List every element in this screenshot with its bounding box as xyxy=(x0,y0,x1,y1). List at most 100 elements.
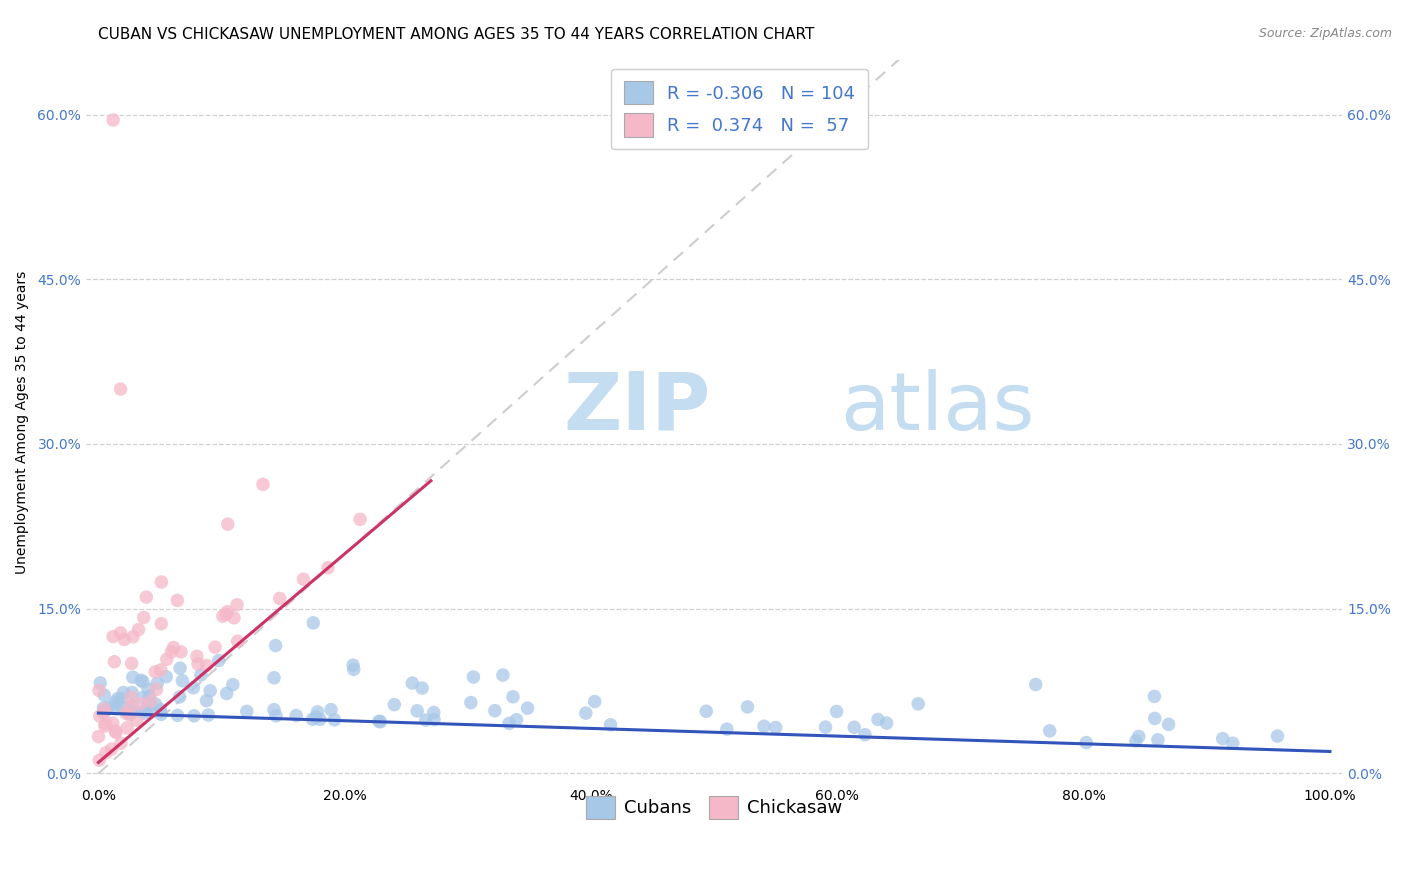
Chickasaw xyxy=(115,706,138,721)
Chickasaw xyxy=(316,560,339,574)
Cubans xyxy=(138,689,160,703)
Cubans xyxy=(97,700,120,714)
Cubans xyxy=(423,713,446,727)
Cubans xyxy=(169,661,191,675)
Chickasaw xyxy=(104,725,127,739)
Cubans xyxy=(190,668,212,682)
Cubans xyxy=(695,704,717,718)
Cubans xyxy=(583,694,606,708)
Cubans xyxy=(145,697,167,711)
Chickasaw xyxy=(103,655,125,669)
Cubans xyxy=(301,712,323,726)
Cubans xyxy=(121,698,143,713)
Cubans xyxy=(195,693,218,707)
Cubans xyxy=(716,722,738,736)
Chickasaw xyxy=(195,658,218,673)
Chickasaw xyxy=(110,382,132,396)
Chickasaw xyxy=(156,652,179,666)
Cubans xyxy=(166,708,188,723)
Cubans xyxy=(134,703,156,717)
Chickasaw xyxy=(160,645,183,659)
Cubans xyxy=(1222,736,1244,750)
Cubans xyxy=(1157,717,1180,731)
Cubans xyxy=(814,720,837,734)
Chickasaw xyxy=(110,626,132,640)
Cubans xyxy=(200,683,222,698)
Chickasaw xyxy=(150,574,173,589)
Chickasaw xyxy=(87,683,110,698)
Chickasaw xyxy=(269,591,291,606)
Text: Source: ZipAtlas.com: Source: ZipAtlas.com xyxy=(1258,27,1392,40)
Cubans xyxy=(132,706,155,721)
Chickasaw xyxy=(135,590,157,604)
Cubans xyxy=(319,703,342,717)
Chickasaw xyxy=(226,634,249,648)
Chickasaw xyxy=(139,694,162,708)
Chickasaw xyxy=(94,746,117,760)
Cubans xyxy=(907,697,929,711)
Chickasaw xyxy=(104,724,127,739)
Cubans xyxy=(765,721,787,735)
Cubans xyxy=(302,615,325,630)
Chickasaw xyxy=(93,706,115,721)
Cubans xyxy=(599,718,621,732)
Chickasaw xyxy=(110,736,132,750)
Cubans xyxy=(370,714,392,729)
Chickasaw xyxy=(87,730,110,744)
Cubans xyxy=(737,699,759,714)
Cubans xyxy=(752,719,775,733)
Cubans xyxy=(104,695,127,709)
Chickasaw xyxy=(226,598,249,612)
Text: CUBAN VS CHICKASAW UNEMPLOYMENT AMONG AGES 35 TO 44 YEARS CORRELATION CHART: CUBAN VS CHICKASAW UNEMPLOYMENT AMONG AG… xyxy=(98,27,815,42)
Cubans xyxy=(343,662,366,676)
Chickasaw xyxy=(120,690,142,705)
Cubans xyxy=(121,685,143,699)
Cubans xyxy=(406,704,429,718)
Chickasaw xyxy=(100,742,122,756)
Chickasaw xyxy=(89,709,111,723)
Cubans xyxy=(111,700,134,714)
Cubans xyxy=(492,668,515,682)
Chickasaw xyxy=(89,753,111,767)
Cubans xyxy=(853,728,876,742)
Cubans xyxy=(1025,677,1047,691)
Cubans xyxy=(844,720,866,734)
Chickasaw xyxy=(162,640,184,655)
Cubans xyxy=(236,705,259,719)
Cubans xyxy=(866,713,889,727)
Cubans xyxy=(172,673,194,688)
Chickasaw xyxy=(215,607,238,622)
Chickasaw xyxy=(101,113,124,128)
Cubans xyxy=(112,685,135,699)
Cubans xyxy=(575,706,598,720)
Cubans xyxy=(264,708,287,723)
Chickasaw xyxy=(122,630,145,644)
Cubans xyxy=(183,708,205,723)
Chickasaw xyxy=(149,663,172,677)
Cubans xyxy=(876,716,898,731)
Chickasaw xyxy=(292,572,315,586)
Cubans xyxy=(121,670,143,684)
Chickasaw xyxy=(101,630,124,644)
Cubans xyxy=(367,714,389,729)
Chickasaw xyxy=(217,517,239,532)
Cubans xyxy=(132,690,155,705)
Chickasaw xyxy=(112,632,135,647)
Chickasaw xyxy=(217,605,239,619)
Cubans xyxy=(263,703,285,717)
Cubans xyxy=(1147,732,1170,747)
Cubans xyxy=(1143,711,1166,725)
Cubans xyxy=(502,690,524,704)
Cubans xyxy=(484,704,506,718)
Chickasaw xyxy=(186,649,208,664)
Cubans xyxy=(110,691,132,706)
Legend: Cubans, Chickasaw: Cubans, Chickasaw xyxy=(579,789,849,826)
Cubans xyxy=(107,691,129,706)
Chickasaw xyxy=(150,616,173,631)
Chickasaw xyxy=(349,512,371,526)
Cubans xyxy=(307,705,329,719)
Cubans xyxy=(93,701,115,715)
Chickasaw xyxy=(93,719,115,733)
Cubans xyxy=(1125,734,1147,748)
Cubans xyxy=(309,712,332,726)
